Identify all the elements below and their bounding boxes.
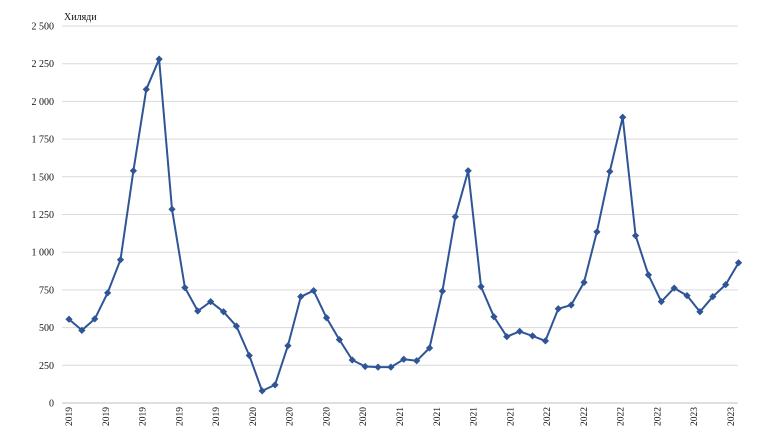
data-point xyxy=(297,293,305,301)
data-point xyxy=(91,315,99,323)
data-point xyxy=(580,278,588,286)
data-point xyxy=(181,284,189,292)
y-tick-label: 1 750 xyxy=(32,135,55,146)
y-tick-label: 1 500 xyxy=(32,172,55,183)
data-point xyxy=(464,167,472,175)
data-point xyxy=(631,231,640,240)
data-point xyxy=(619,113,627,121)
y-tick-label: 2 500 xyxy=(32,22,55,33)
data-point xyxy=(400,355,408,363)
data-point xyxy=(490,313,498,321)
data-point xyxy=(310,287,318,295)
data-point xyxy=(194,307,202,315)
x-tick-label: 2021 xyxy=(506,407,516,426)
x-tick-label: 2019 xyxy=(212,407,222,426)
y-axis-unit-label: Хиляди xyxy=(64,12,97,23)
data-point xyxy=(425,344,434,352)
x-tick-label: 2020 xyxy=(322,407,332,426)
data-point xyxy=(348,356,356,364)
data-point xyxy=(528,332,537,340)
x-tick-label: 2020 xyxy=(286,407,296,426)
data-point xyxy=(168,205,176,213)
data-point xyxy=(335,336,344,344)
data-point xyxy=(413,357,421,365)
data-point xyxy=(451,213,459,221)
data-point xyxy=(593,228,601,236)
y-tick-label: 2 000 xyxy=(32,97,55,108)
data-point xyxy=(503,333,511,341)
data-point xyxy=(734,259,743,267)
data-point xyxy=(516,327,524,335)
data-point xyxy=(322,314,331,322)
data-point xyxy=(271,381,279,389)
x-tick-label: 2023 xyxy=(690,407,700,426)
data-point xyxy=(657,298,665,306)
data-point xyxy=(606,167,614,176)
x-tick-label: 2021 xyxy=(470,407,480,426)
data-point xyxy=(284,342,292,350)
y-tick-label: 1 000 xyxy=(32,248,55,259)
data-point xyxy=(387,363,395,371)
data-point xyxy=(155,55,163,63)
data-point xyxy=(232,322,241,330)
data-point xyxy=(78,326,86,334)
x-tick-label: 2023 xyxy=(727,407,737,426)
x-tick-label: 2021 xyxy=(396,407,406,426)
data-point xyxy=(670,284,678,292)
data-point xyxy=(374,363,382,371)
data-point xyxy=(207,298,215,306)
series-line xyxy=(68,58,740,392)
y-tick-label: 0 xyxy=(49,399,54,410)
data-point xyxy=(142,85,150,93)
data-point xyxy=(129,167,138,175)
data-point xyxy=(696,308,704,316)
data-point xyxy=(477,282,485,291)
data-point xyxy=(219,308,228,316)
data-point xyxy=(567,301,575,309)
x-tick-label: 2020 xyxy=(359,407,369,426)
data-point xyxy=(554,305,562,313)
data-point xyxy=(722,280,730,289)
data-point xyxy=(245,351,253,360)
x-tick-label: 2019 xyxy=(139,407,149,426)
x-tick-label: 2021 xyxy=(433,407,443,426)
y-tick-label: 250 xyxy=(39,361,54,372)
data-point xyxy=(258,387,266,395)
y-tick-label: 750 xyxy=(39,285,54,296)
x-tick-label: 2022 xyxy=(543,407,553,426)
x-tick-label: 2019 xyxy=(175,407,185,426)
data-point xyxy=(541,337,550,345)
data-point xyxy=(683,292,691,300)
data-point xyxy=(644,271,653,279)
x-tick-label: 2020 xyxy=(249,407,259,426)
data-point xyxy=(438,287,447,295)
x-tick-label: 2022 xyxy=(580,407,590,426)
y-tick-label: 2 250 xyxy=(32,59,55,70)
x-tick-label: 2022 xyxy=(617,407,627,426)
y-tick-label: 500 xyxy=(39,323,54,334)
data-point xyxy=(361,362,369,371)
data-point xyxy=(104,289,112,297)
x-tick-label: 2019 xyxy=(65,407,75,426)
x-tick-label: 2019 xyxy=(102,407,112,426)
y-tick-label: 1 250 xyxy=(32,210,55,221)
x-tick-label: 2022 xyxy=(653,407,663,426)
data-point xyxy=(116,256,125,264)
data-point xyxy=(709,293,717,301)
data-point xyxy=(65,315,73,323)
